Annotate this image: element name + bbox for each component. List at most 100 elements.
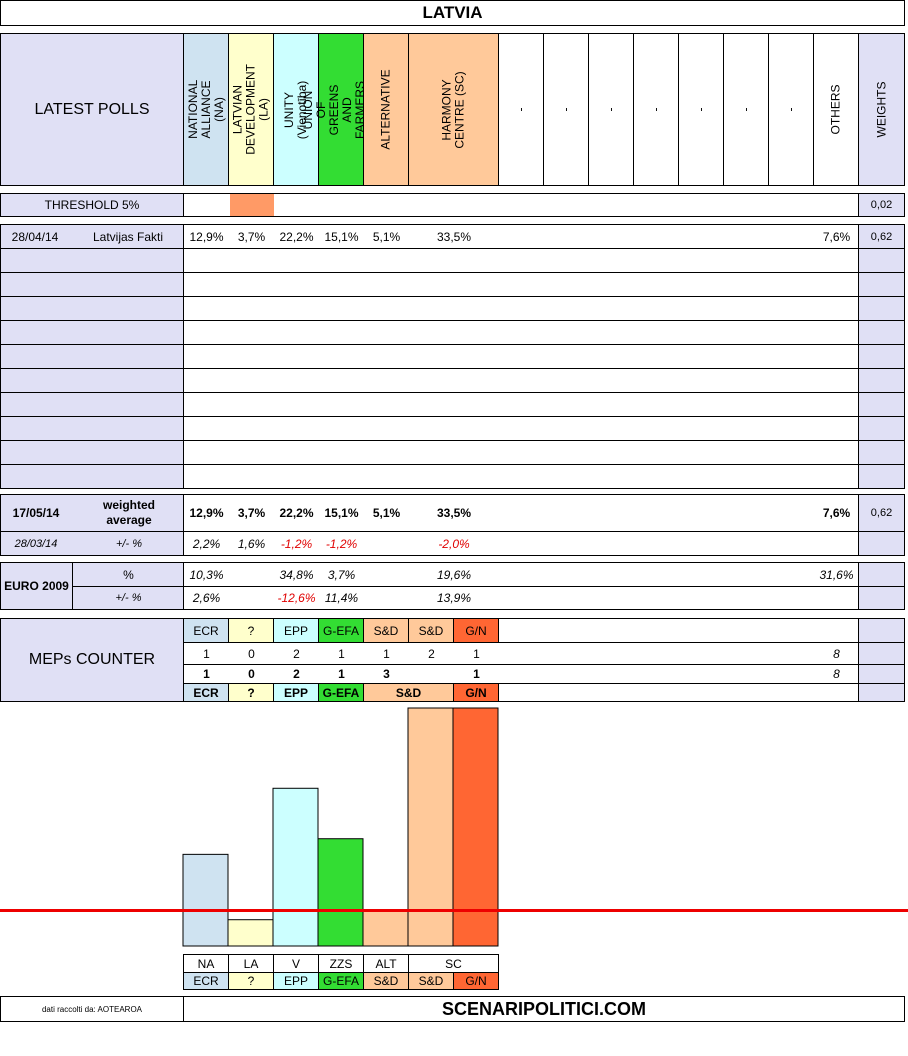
mep-total: 8 (833, 646, 840, 661)
threshold-weight: 0,02 (859, 194, 904, 216)
page-title: LATVIA (0, 0, 905, 26)
bottom-label: NA (184, 955, 229, 972)
mep-group-gefa: G-EFA (319, 619, 364, 642)
weighted-value: 3,7% (237, 506, 266, 520)
mep-count: 1 (473, 646, 480, 661)
weighted-diff: -1,2% (280, 536, 313, 551)
bottom-group-sd: S&D (409, 973, 454, 989)
poll-bar-chart (0, 707, 908, 947)
poll-value: 5,1% (372, 229, 401, 244)
euro-diff: -12,6% (277, 591, 316, 605)
weighted-weight: 0,62 (870, 507, 893, 519)
weighted-label: weighted average (102, 498, 155, 527)
euro-diff: 13,9% (436, 591, 472, 605)
bottom-legend: NA LA V ZZS ALT SC ECR ? EPP G-EFA S&D S… (183, 954, 499, 990)
bottom-group-sd: S&D (364, 973, 409, 989)
party-header-unity: UNITY (Vienotība) (274, 34, 319, 185)
bar-la (227, 919, 274, 947)
bottom-label: LA (229, 955, 274, 972)
euro-diff: 2,6% (192, 591, 221, 605)
mep-count: 2 (293, 646, 300, 661)
euro-diff-label: +/- % (115, 592, 142, 604)
poll-value: 33,5% (436, 229, 472, 244)
euro-diff: 11,4% (324, 591, 359, 605)
bottom-group-unknown: ? (229, 973, 274, 989)
party-header-alternative: ALTERNATIVE (364, 34, 409, 185)
header-block: LATEST POLLS NATIONAL ALLIANCE (NA) LATV… (0, 33, 905, 186)
meps-counter-label: MEPs COUNTER (1, 619, 184, 701)
poll-value: 22,2% (279, 229, 314, 244)
mep-count-merged: 1 (203, 667, 210, 681)
bar-sc (407, 707, 454, 947)
weighted-date: 17/05/14 (12, 506, 60, 520)
euro-2009-label: EURO 2009 (4, 579, 69, 593)
mep-group-sd: S&D (364, 619, 409, 642)
weighted-value: 5,1% (372, 506, 401, 520)
party-header-empty: - (679, 34, 724, 185)
weighted-value: 22,2% (279, 506, 314, 520)
poll-value: 15,1% (324, 229, 359, 244)
weighted-value: 12,9% (189, 506, 224, 520)
bottom-group-gn: G/N (454, 973, 498, 989)
title-text: LATVIA (422, 3, 483, 22)
footer: dati raccolti da: AOTEAROA SCENARIPOLITI… (0, 996, 905, 1022)
party-header-sc: HARMONY CENTRE (SC) (409, 34, 499, 185)
bottom-label: ZZS (319, 955, 364, 972)
party-header-na: NATIONAL ALLIANCE (NA) (184, 34, 229, 185)
euro-pct: 34,8% (279, 567, 314, 582)
weighted-average-block: 17/05/14 weighted average 12,9% 3,7% 22,… (0, 494, 905, 556)
party-header-empty: - (724, 34, 769, 185)
bar-zzs (317, 838, 364, 947)
weighted-diff: -1,2% (325, 536, 358, 551)
site-name[interactable]: SCENARIPOLITICI.COM (441, 998, 646, 1019)
mep-group-unknown: ? (229, 619, 274, 642)
weighted-value: 15,1% (324, 506, 359, 520)
data-credit: dati raccolti da: AOTEAROA (1, 997, 184, 1021)
mep-count: 1 (338, 646, 345, 661)
mep-merged-group-sd: S&D (364, 684, 454, 701)
mep-count-merged: 3 (383, 667, 390, 681)
weighted-value: 33,5% (436, 506, 472, 520)
meps-counter-block: MEPs COUNTER ECR ? EPP G-EFA S&D S&D G/N… (0, 618, 905, 702)
mep-count-merged: 1 (473, 667, 480, 681)
mep-merged-group-epp: EPP (274, 684, 319, 701)
weighted-diff: 1,6% (237, 536, 266, 551)
mep-group-ecr: ECR (184, 619, 229, 642)
mep-merged-group-gefa: G-EFA (319, 684, 364, 701)
mep-count: 1 (203, 646, 210, 661)
poll-value: 3,7% (237, 229, 266, 244)
bar-v (272, 787, 319, 947)
euro-2009-block: EURO 2009 % 10,3% 34,8% 3,7% 19,6% 31,6%… (0, 562, 905, 610)
party-header-empty: - (769, 34, 814, 185)
euro-pct: 10,3% (189, 567, 224, 582)
mep-merged-group-unknown: ? (229, 684, 274, 701)
weighted-others: 7,6% (822, 506, 851, 520)
poll-date: 28/04/14 (11, 229, 59, 244)
party-header-zzs: UNION OF GREENS AND FARMERS (ZZS) (301, 34, 380, 185)
weighted-diff: 2,2% (192, 536, 221, 551)
bottom-label: SC (445, 956, 462, 971)
latest-polls-label: LATEST POLLS (1, 34, 184, 185)
mep-group-gn: G/N (454, 619, 499, 642)
mep-count-merged: 1 (338, 667, 345, 681)
mep-count: 1 (383, 646, 390, 661)
mep-total-merged: 8 (833, 667, 840, 681)
euro-pct: 19,6% (436, 567, 472, 582)
euro-pct-label: % (123, 567, 134, 582)
poll-others: 7,6% (822, 229, 851, 244)
bar-na (182, 853, 229, 947)
mep-count: 0 (248, 646, 255, 661)
weighted-diff: -2,0% (438, 536, 470, 551)
bottom-group-epp: EPP (274, 973, 319, 989)
bottom-group-ecr: ECR (184, 973, 229, 989)
party-header-empty: - (589, 34, 634, 185)
mep-count-merged: 2 (293, 667, 300, 681)
bar-alt (362, 909, 409, 947)
diff-label: +/- % (116, 537, 142, 550)
mep-count: 2 (428, 646, 435, 661)
weights-header: WEIGHTS (859, 34, 904, 185)
poll-value: 12,9% (189, 229, 224, 244)
bar-sc (452, 707, 499, 947)
party-header-empty: - (544, 34, 589, 185)
mep-merged-group-gn: G/N (454, 684, 499, 701)
